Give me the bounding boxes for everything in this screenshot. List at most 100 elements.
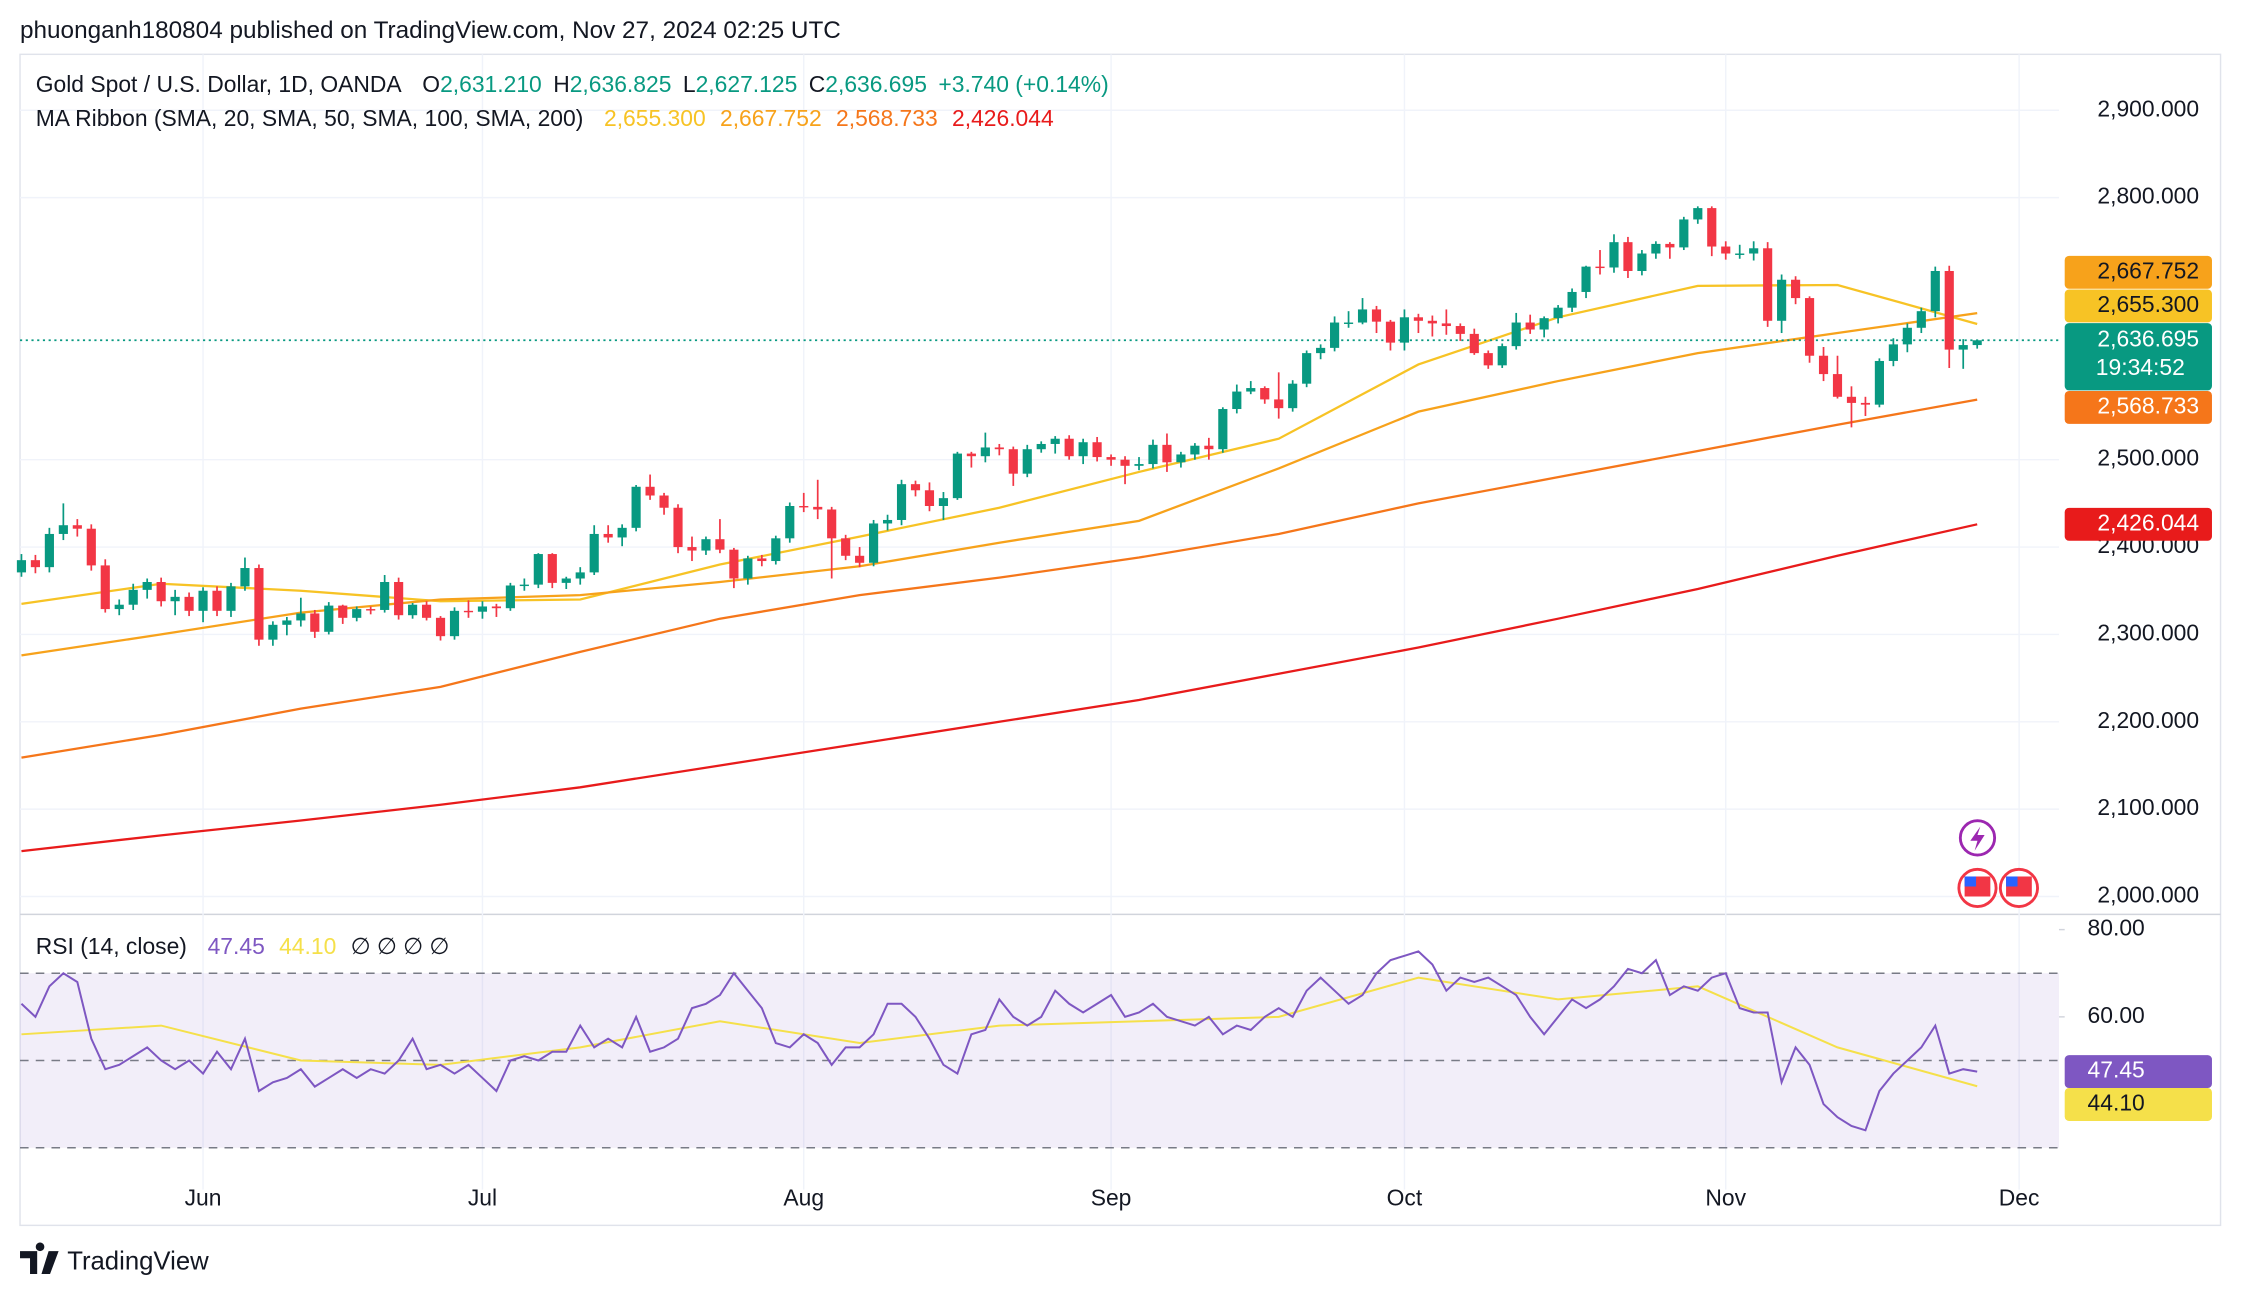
readout-key: H [553,71,570,97]
candle-body [100,565,110,610]
candle-body [994,447,1004,450]
x-tick-label: Jun [185,1185,222,1211]
ma-value-box [2064,255,2212,289]
ma-value-box [2064,289,2212,323]
candle-body [966,453,976,457]
candle-body [980,447,990,457]
candle-body [1777,279,1787,321]
candle-body [924,490,935,506]
candle-body [771,538,781,562]
candle-body [226,586,236,611]
candle-body [1972,340,1982,346]
candle-body [1749,248,1759,254]
readout-value: 2,636.695 [825,71,927,97]
candle-body [841,538,851,556]
rsi-line [20,950,1978,1132]
x-tick-label: Jul [468,1185,497,1211]
candle-body [1763,248,1773,321]
candle-body [1958,345,1968,350]
candle-body [1874,360,1884,405]
candle-body [1944,270,1954,350]
candle-body [1427,320,1437,324]
x-tick-label: Aug [783,1185,824,1211]
candle-body [1260,388,1270,400]
candle-body [449,610,460,637]
candle-body [1343,322,1354,324]
brand-name: TradingView [67,1247,209,1275]
readout-value: 2,631.210 [440,71,542,97]
event-icons[interactable] [1957,819,2039,908]
candle-body [575,572,585,579]
candle-body [1316,347,1326,354]
rsi-legend: RSI (14, close) 47.45 44.10 ∅ ∅ ∅ ∅ [36,933,450,959]
candle-body [310,613,320,632]
candle-body [1469,333,1479,354]
y-tick-label: 2,500.000 [2097,445,2199,471]
candle-body [128,589,138,605]
candle-body [1637,253,1647,271]
candle-body [1721,246,1731,254]
candle-body [435,617,446,637]
candle-body [757,558,767,562]
x-tick-label: Dec [1999,1185,2040,1211]
candle-body [1609,242,1619,268]
candle-body [1693,208,1703,220]
candle-body [827,509,837,539]
ma-legend-value: 2,426.044 [952,105,1054,131]
candle-body [603,533,613,538]
candle-body [1064,438,1074,457]
candle-body [1623,242,1633,271]
candle-body [617,527,627,538]
candle-body [1022,449,1032,474]
candle-body [1525,322,1535,330]
x-tick-label: Oct [1387,1185,1423,1211]
ma-legend: MA Ribbon (SMA, 20, SMA, 50, SMA, 100, S… [36,105,1054,131]
candle-body [547,554,557,583]
candle-body [1483,353,1493,366]
publish-header: phuonganh180804 published on TradingView… [20,17,841,44]
candle-body [366,609,376,611]
candle-body [254,568,264,640]
rsi-name: RSI (14, close) [36,933,187,959]
rsi-ma-legend-value: 44.10 [279,933,336,959]
candle-body [1455,326,1465,334]
candle-body [505,585,515,609]
candle-body [1902,327,1912,345]
tv-logo [20,1242,59,1274]
candle-body [156,582,166,602]
candle-body [1092,442,1102,458]
candle-body [855,555,865,563]
readout-change: +3.740 (+0.14%) [938,71,1108,97]
candle-body [1106,457,1116,460]
candle-body [240,568,250,587]
ma-value-box [2064,507,2212,541]
rsi-legend-value: 47.45 [208,933,265,959]
candle-body [813,506,823,510]
candle-body [268,624,278,640]
rsi-ma-line [21,976,1978,1088]
candle-body [1511,322,1521,347]
candle-body [1232,391,1242,410]
readout-key: C [809,71,826,97]
x-tick-label: Nov [1705,1185,1746,1211]
ma-line [21,398,1978,759]
readout-key: O [422,71,440,97]
candle-body [896,484,907,520]
candle-body [1008,449,1018,474]
rsi-placeholders: ∅ ∅ ∅ ∅ [351,933,450,959]
candle-body [561,578,571,583]
x-tick-label: Sep [1091,1185,1132,1211]
y-tick-label: 2,000.000 [2097,882,2199,908]
candle-body [1651,243,1661,254]
lines-layer [20,283,2059,1132]
candle-body [296,613,306,621]
candle-body [1385,321,1396,343]
candle-body [1539,318,1549,330]
symbol-title: Gold Spot / U.S. Dollar, 1D, OANDA [36,71,403,97]
candle-body [1804,298,1815,356]
y-tick-label: 2,300.000 [2097,619,2199,645]
candles-layer [16,206,1982,646]
last-price-label: 2,636.695 [2097,325,2199,351]
candle-body [30,560,40,568]
